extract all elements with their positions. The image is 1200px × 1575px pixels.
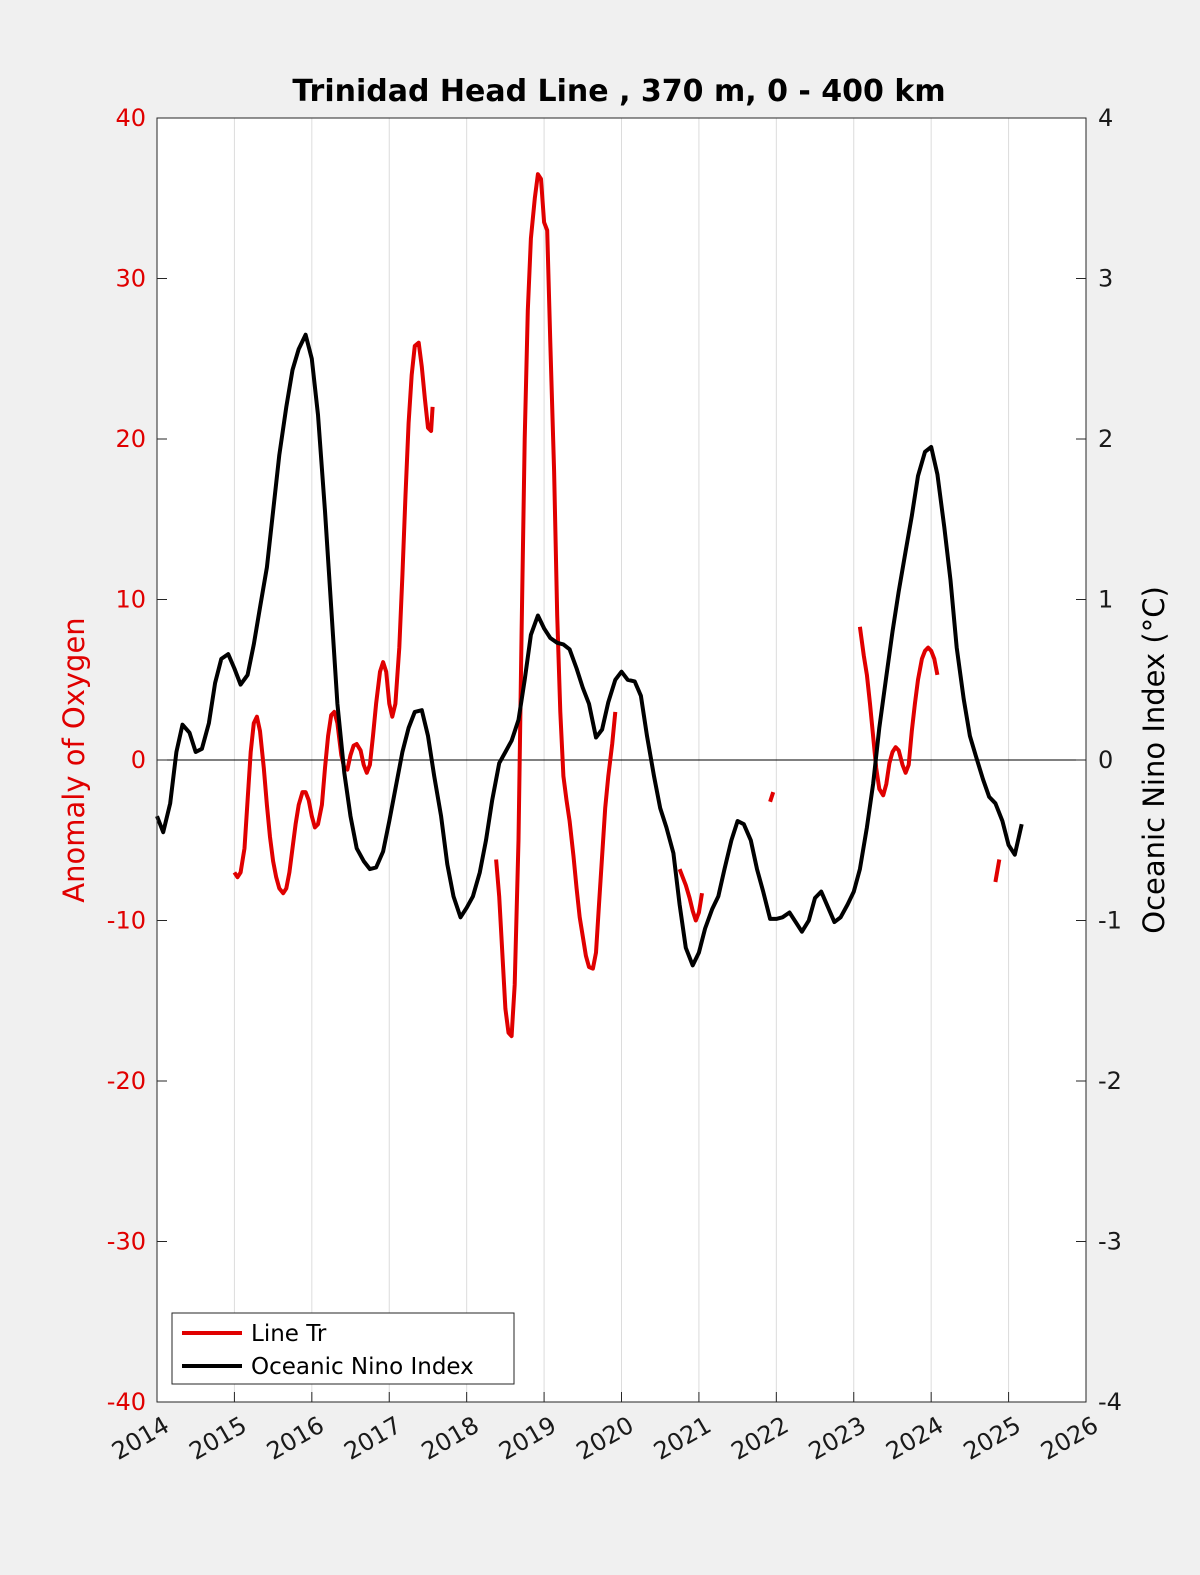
x-tick-label: 2026 bbox=[1036, 1411, 1103, 1466]
series-line-line-tr-segment-4 bbox=[857, 626, 940, 798]
y-tick-label-left: -40 bbox=[107, 1388, 146, 1416]
legend: Line Tr Oceanic Nino Index bbox=[171, 1312, 515, 1385]
x-tick-label: 2016 bbox=[262, 1411, 329, 1466]
series-line-line-tr-segment-0 bbox=[232, 340, 435, 896]
x-tick-label: 2025 bbox=[959, 1411, 1026, 1466]
series-line-line-tr-segment-3 bbox=[768, 791, 776, 803]
y-tick-label-left: 30 bbox=[115, 265, 146, 293]
series-line-line-tr-segment-1 bbox=[494, 172, 618, 1039]
x-tick-label: 2017 bbox=[339, 1411, 406, 1466]
legend-label-line-tr: Line Tr bbox=[251, 1321, 327, 1347]
y-tick-label-right: 0 bbox=[1098, 746, 1113, 774]
data-series bbox=[155, 172, 1024, 1039]
x-tick-label: 2020 bbox=[572, 1411, 639, 1466]
y-tick-label-left: 40 bbox=[115, 104, 146, 132]
x-tick-label: 2021 bbox=[649, 1411, 716, 1466]
y-axis-label-right: Oceanic Nino Index (°C) bbox=[1137, 586, 1171, 934]
chart-title: Trinidad Head Line , 370 m, 0 - 400 km bbox=[292, 74, 945, 109]
y-axis-label-left: Anomaly of Oxygen bbox=[57, 617, 91, 902]
y-tick-label-right: -1 bbox=[1098, 907, 1122, 935]
series-line-line-tr-segment-2 bbox=[677, 868, 704, 923]
x-tick-label: 2024 bbox=[881, 1411, 948, 1466]
y-tick-label-left: 0 bbox=[131, 746, 146, 774]
y-tick-label-left: -10 bbox=[107, 907, 146, 935]
y-tick-label-right: 2 bbox=[1098, 425, 1113, 453]
x-tick-label: 2019 bbox=[494, 1411, 561, 1466]
y-tick-label-left: -20 bbox=[107, 1067, 146, 1095]
y-tick-label-left: 20 bbox=[115, 425, 146, 453]
y-tick-label-left: 10 bbox=[115, 586, 146, 614]
y-tick-label-right: -2 bbox=[1098, 1067, 1122, 1095]
y-tick-label-right: -4 bbox=[1098, 1388, 1122, 1416]
legend-label-oni: Oceanic Nino Index bbox=[251, 1354, 474, 1380]
legend-box bbox=[171, 1312, 515, 1385]
x-tick-label: 2022 bbox=[726, 1411, 793, 1466]
series-line-line-tr-segment-5 bbox=[993, 859, 1002, 883]
x-tick-label: 2014 bbox=[107, 1411, 174, 1466]
y-tick-label-right: 3 bbox=[1098, 265, 1113, 293]
x-tick-label: 2023 bbox=[804, 1411, 871, 1466]
x-tick-label: 2015 bbox=[185, 1411, 252, 1466]
y-tick-label-right: 1 bbox=[1098, 586, 1113, 614]
y-tick-label-right: 4 bbox=[1098, 104, 1113, 132]
series-line-oceanic-nino-index-segment-0 bbox=[155, 332, 1024, 968]
y-tick-label-left: -30 bbox=[107, 1228, 146, 1256]
x-tick-label: 2018 bbox=[417, 1411, 484, 1466]
y-tick-label-right: -3 bbox=[1098, 1228, 1122, 1256]
